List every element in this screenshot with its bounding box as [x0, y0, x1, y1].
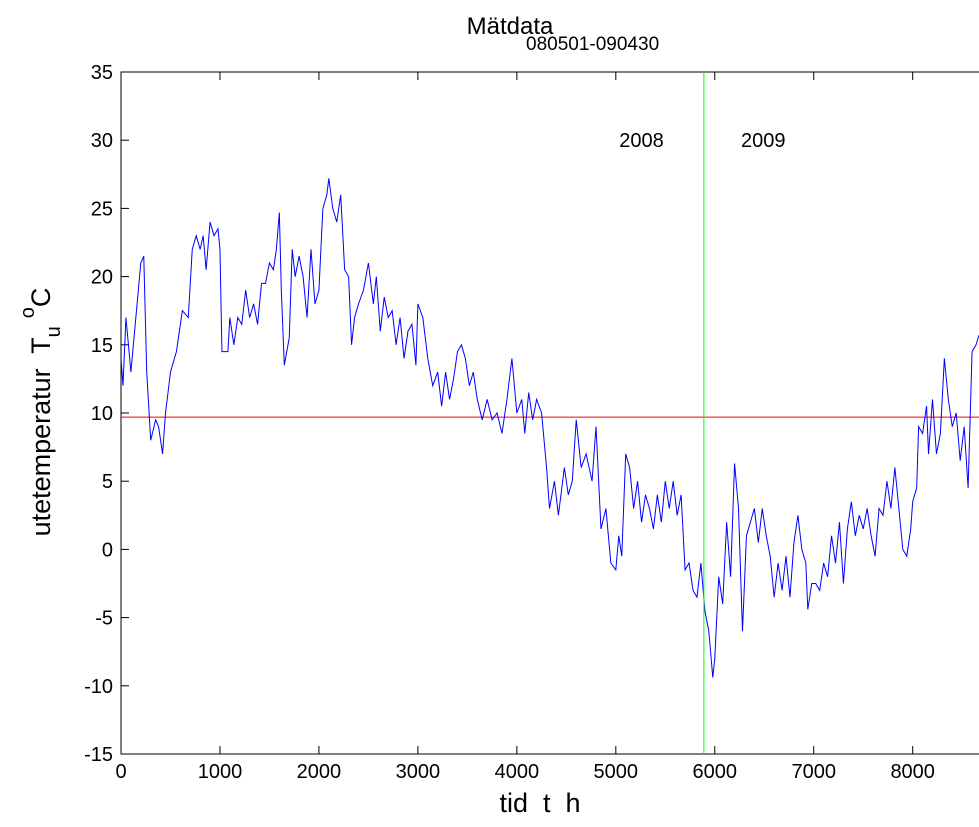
x-tick-label: 6000 — [693, 761, 738, 783]
y-tick-label: -10 — [84, 676, 113, 698]
y-axis-label-unit: C — [26, 288, 56, 308]
x-tick-label: 1000 — [198, 761, 243, 783]
y-tick-label: -15 — [84, 744, 113, 766]
x-axis-label: tid t h — [499, 788, 580, 818]
y-tick-label: 20 — [91, 267, 113, 289]
plot-area — [120, 71, 979, 755]
chart-title: Mätdata — [467, 13, 554, 40]
y-tick-label: 15 — [91, 335, 113, 357]
y-axis-label-superscript: o — [17, 307, 39, 318]
y-axis-label-subscript: u — [43, 326, 65, 337]
x-tick-label: 2000 — [297, 761, 342, 783]
x-tick-label: 5000 — [594, 761, 639, 783]
annotation: 2009 — [741, 130, 786, 152]
y-tick-label: 10 — [91, 403, 113, 425]
x-tick-label: 8000 — [890, 761, 935, 783]
y-tick-label: 5 — [102, 471, 113, 493]
y-tick-label: 25 — [91, 198, 113, 220]
y-axis-label-text: utetemperatur T — [26, 337, 56, 536]
annotation: 2008 — [619, 130, 664, 152]
data-line — [120, 178, 979, 678]
y-tick-label: 30 — [91, 130, 113, 152]
y-tick-label: 0 — [102, 539, 113, 561]
chart-title-subscript: 080501-090430 — [526, 34, 659, 55]
y-axis-label: utetemperatur TuoC — [17, 288, 65, 537]
y-tick-label: 35 — [91, 62, 113, 84]
y-tick-label: -5 — [95, 608, 113, 630]
x-tick-label: 4000 — [495, 761, 540, 783]
x-tick-label: 7000 — [791, 761, 836, 783]
x-tick-label: 0 — [115, 761, 126, 783]
x-tick-label: 3000 — [396, 761, 441, 783]
